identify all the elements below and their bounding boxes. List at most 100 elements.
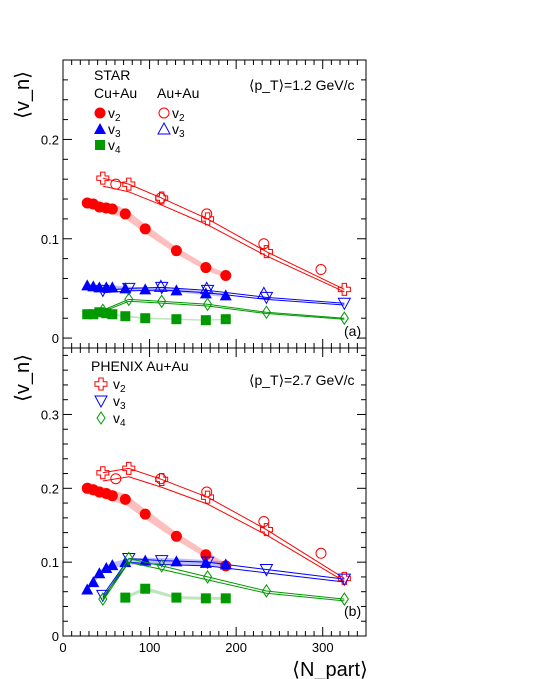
series-line <box>102 476 345 582</box>
data-point <box>82 309 93 320</box>
data-point <box>170 245 182 257</box>
data-point <box>157 558 167 573</box>
data-point <box>140 583 151 594</box>
legend-marker <box>96 411 106 425</box>
data-point <box>157 294 167 309</box>
data-point <box>119 208 131 220</box>
data-point <box>122 461 136 475</box>
data-point <box>202 570 213 584</box>
data-point <box>220 270 232 282</box>
series-line <box>102 185 345 293</box>
legend-header-phenix: PHENIX Au+Au <box>91 358 189 374</box>
data-point <box>219 558 232 570</box>
panel-a-y-axis-title: ⟨v_n⟩ <box>12 71 34 119</box>
data-point <box>200 556 215 570</box>
data-point <box>106 559 119 571</box>
panel-a-axes: 0 0.1 0.2 <box>41 59 366 346</box>
series-line <box>102 561 345 602</box>
legend-marker <box>94 107 106 119</box>
data-point <box>259 291 274 305</box>
x-tick-label: 0 <box>59 640 66 655</box>
data-point <box>122 177 136 191</box>
panel-a-label: (a) <box>344 323 361 339</box>
y-tick-label: 0.3 <box>41 407 59 422</box>
data-point <box>95 284 110 298</box>
series-line <box>102 467 345 579</box>
data-point <box>259 564 274 577</box>
data-point <box>170 530 182 542</box>
data-point <box>96 466 110 480</box>
data-point <box>96 171 110 185</box>
data-point <box>337 282 351 296</box>
data-point <box>339 592 349 606</box>
data-point <box>87 576 100 588</box>
data-point <box>315 264 327 276</box>
data-point <box>337 297 352 311</box>
data-point <box>259 245 273 259</box>
x-tick-label: 100 <box>139 640 161 655</box>
data-point <box>220 593 231 604</box>
series-line <box>102 300 345 320</box>
y-tick-label: 0.2 <box>41 481 59 496</box>
data-point <box>106 203 118 215</box>
panel-b-axes: 0 0.1 0.2 0.3 <box>41 354 366 644</box>
x-axis: 0 100 200 300 <box>59 60 367 655</box>
series-line <box>102 289 345 306</box>
data-point <box>124 292 134 307</box>
data-point <box>119 493 131 505</box>
data-point <box>120 592 131 603</box>
data-point <box>200 284 215 298</box>
data-point <box>121 282 136 296</box>
data-point <box>201 212 215 226</box>
panel-a-data <box>81 171 352 326</box>
series-line <box>102 286 345 304</box>
data-point <box>88 309 99 320</box>
systematic-band <box>87 482 226 569</box>
series-line <box>102 177 345 290</box>
data-point <box>337 573 352 587</box>
data-point <box>94 307 105 318</box>
y-tick-label: 0.1 <box>41 555 59 570</box>
data-point <box>154 555 169 568</box>
data-point <box>101 308 112 319</box>
data-point <box>200 262 212 274</box>
x-axis-title: ⟨N_part⟩ <box>292 659 368 679</box>
series-line <box>102 557 345 600</box>
data-point <box>81 583 94 595</box>
data-point <box>315 547 327 559</box>
data-point <box>259 523 273 537</box>
legend-header-star: STAR <box>94 67 130 83</box>
data-point <box>220 314 231 325</box>
data-point <box>139 223 151 235</box>
y-tick-label: 0.2 <box>41 132 59 147</box>
y-tick-label: 0 <box>52 629 59 644</box>
data-point <box>98 303 108 318</box>
data-point <box>201 490 215 504</box>
data-point <box>155 191 169 205</box>
y-tick-label: 0.1 <box>41 232 59 247</box>
legend-marker <box>94 123 106 134</box>
legend-marker <box>94 377 108 391</box>
data-point <box>139 508 151 520</box>
legend-label: v4 <box>113 410 126 429</box>
legend-marker <box>95 140 105 150</box>
data-point <box>140 313 151 324</box>
legend-header-auau: Au+Au <box>157 85 199 101</box>
x-tick-label: 200 <box>225 640 247 655</box>
series-line <box>102 298 345 319</box>
panel-b-frame <box>62 347 367 637</box>
data-point <box>93 567 106 579</box>
legend-marker <box>157 121 171 135</box>
data-point <box>107 309 118 320</box>
data-point <box>120 311 131 322</box>
data-point <box>139 283 152 295</box>
systematic-band <box>125 586 226 600</box>
data-point <box>110 473 122 485</box>
data-point <box>154 281 169 295</box>
panel-b-y-axis-title: ⟨v_n⟩ <box>12 354 34 402</box>
data-point <box>171 314 182 325</box>
data-point <box>200 593 211 604</box>
data-point <box>98 592 108 606</box>
systematic-band <box>87 197 226 279</box>
